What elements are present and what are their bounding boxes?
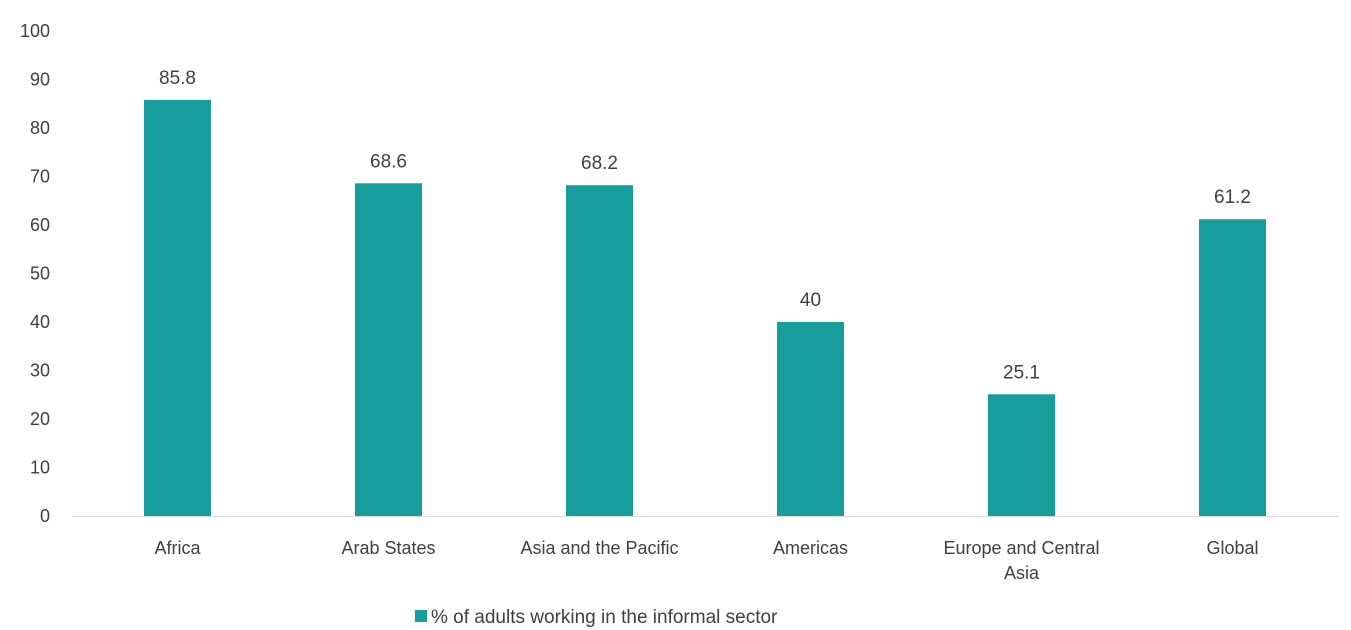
bar [988, 394, 1055, 516]
y-axis: 0 10 20 30 40 50 60 70 80 90 100 [20, 21, 50, 526]
y-tick-label: 50 [30, 264, 50, 284]
x-category-label: Asia and the Pacific [520, 538, 678, 558]
x-category-label: Americas [773, 538, 848, 558]
legend: % of adults working in the informal sect… [415, 607, 778, 628]
bar [566, 185, 633, 517]
y-tick-label: 100 [20, 21, 50, 41]
x-category-label: Europe and Central [943, 538, 1099, 558]
bars [144, 99, 1266, 517]
data-label: 40 [800, 290, 821, 311]
y-tick-label: 30 [30, 361, 50, 381]
y-tick-label: 90 [30, 70, 50, 90]
y-tick-label: 60 [30, 215, 50, 235]
data-label: 68.2 [581, 153, 618, 174]
bar [355, 183, 422, 517]
y-tick-label: 80 [30, 118, 50, 138]
x-category-label: Asia [1004, 563, 1040, 583]
bar [1199, 219, 1266, 516]
x-category-label: Africa [154, 538, 201, 558]
x-category-label: Global [1206, 538, 1258, 558]
y-tick-label: 10 [30, 458, 50, 478]
y-tick-label: 70 [30, 167, 50, 187]
legend-entry: % of adults working in the informal sect… [431, 607, 778, 628]
y-tick-label: 40 [30, 312, 50, 332]
data-labels: 85.8 68.6 68.2 40 25.1 61.2 [159, 68, 1251, 383]
bar [777, 322, 844, 516]
legend-swatch [415, 610, 427, 622]
x-category-label: Arab States [341, 538, 435, 558]
data-label: 85.8 [159, 68, 196, 89]
x-axis: Africa Arab States Asia and the Pacific Ame… [154, 538, 1258, 583]
bar [144, 99, 211, 517]
y-tick-label: 20 [30, 409, 50, 429]
y-tick-label: 0 [40, 506, 50, 526]
data-label: 61.2 [1214, 187, 1251, 208]
data-label: 25.1 [1003, 362, 1040, 383]
data-label: 68.6 [370, 151, 407, 172]
